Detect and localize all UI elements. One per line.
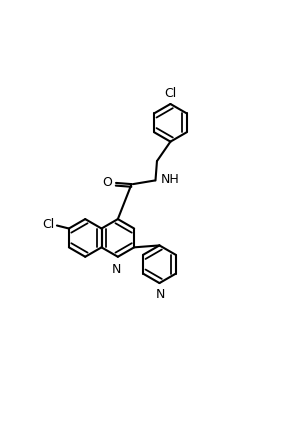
Text: Cl: Cl: [42, 218, 54, 231]
Text: O: O: [103, 176, 112, 189]
Text: NH: NH: [160, 174, 179, 187]
Text: N: N: [156, 288, 165, 301]
Text: Cl: Cl: [164, 87, 176, 100]
Text: N: N: [112, 263, 121, 276]
